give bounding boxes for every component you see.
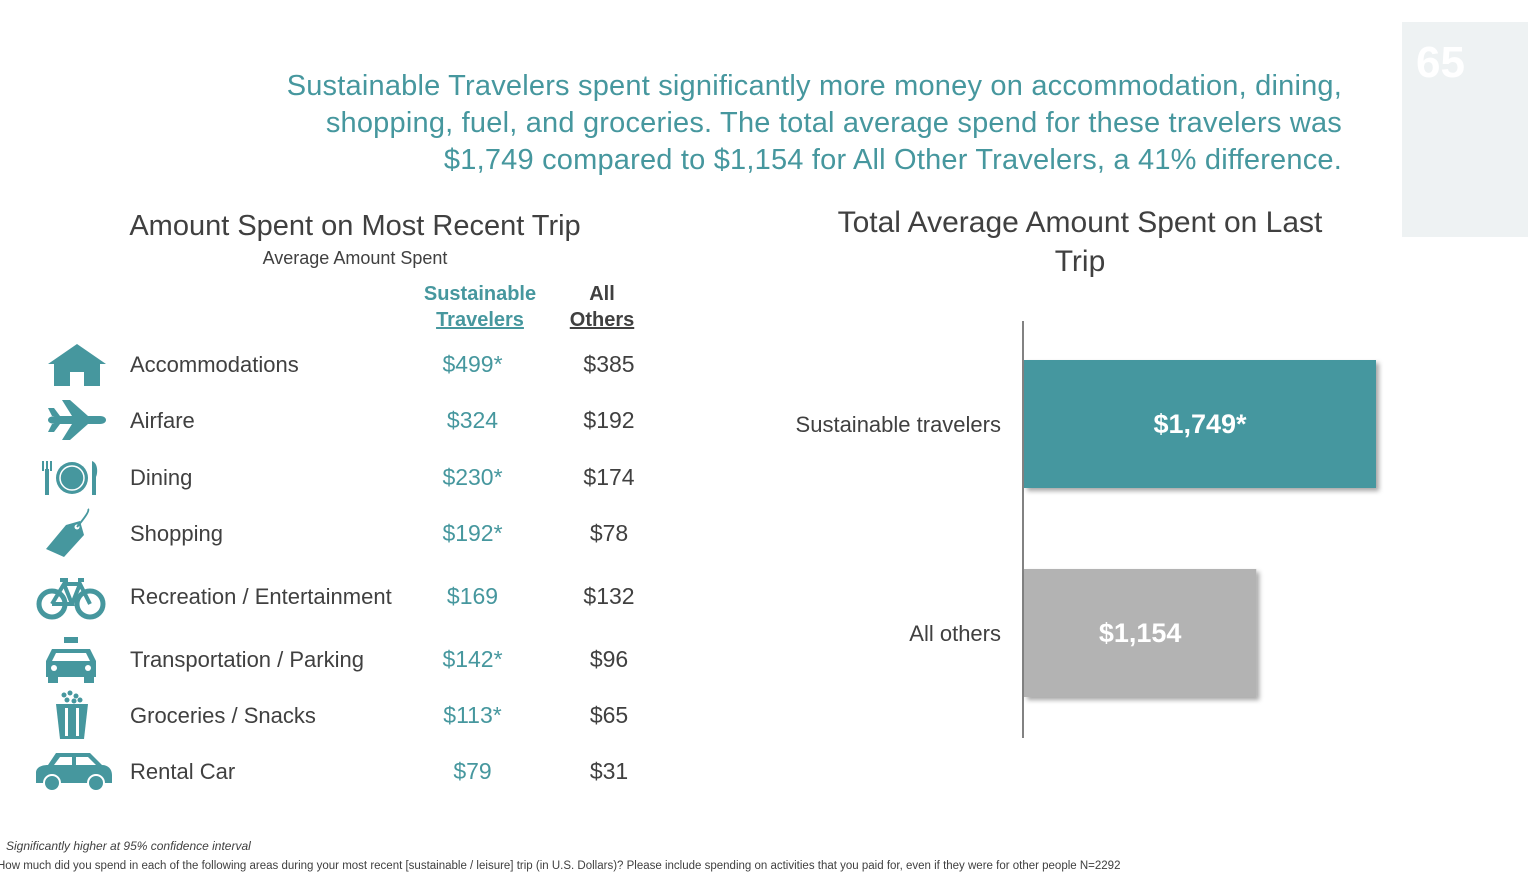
column-header-sustainable-line2: Travelers — [436, 309, 524, 331]
row-category: Transportation / Parking — [130, 646, 364, 672]
price-tag-icon — [34, 507, 120, 559]
row-category: Airfare — [130, 407, 195, 433]
footnote-significance: Significantly higher at 95% confidence i… — [6, 839, 251, 853]
house-icon — [34, 338, 120, 390]
table-row: Airfare $324 $192 — [0, 392, 680, 448]
row-category: Groceries / Snacks — [130, 702, 316, 728]
page-number: 65 — [1402, 22, 1528, 237]
table-row: Groceries / Snacks $113* $65 — [0, 687, 680, 743]
row-category: Shopping — [130, 520, 223, 546]
row-value-sustainable: $79 — [453, 757, 492, 784]
row-value-sustainable: $142* — [442, 645, 503, 672]
row-category: Recreation / Entertainment — [130, 583, 392, 609]
row-value-sustainable: $192* — [442, 519, 503, 546]
column-header-others-line1: All — [589, 283, 615, 305]
column-header-sustainable-line1: Sustainable — [423, 283, 537, 305]
category-label: All others — [909, 621, 1001, 646]
row-value-sustainable: $169 — [446, 582, 499, 609]
bar-chart: $1,749* Sustainable travelers $1,154 All ot… — [796, 321, 1376, 738]
airplane-icon — [34, 394, 120, 446]
bar-all-others — [1024, 569, 1257, 697]
row-value-others: $132 — [583, 582, 635, 609]
car-icon — [34, 745, 120, 797]
dining-plate-icon — [34, 451, 120, 503]
chart-title: Total Average Amount Spent on Last Trip — [837, 206, 1323, 278]
headline-line-2: shopping, fuel, and groceries. The total… — [325, 107, 1342, 139]
taxi-icon — [34, 633, 120, 685]
table-row: Transportation / Parking $142* $96 — [0, 631, 680, 687]
row-value-sustainable: $230* — [442, 463, 503, 490]
category-label: Sustainable travelers — [796, 412, 1001, 437]
row-value-sustainable: $113* — [443, 701, 502, 728]
bar-value-label: $1,154 — [1099, 618, 1182, 648]
row-category: Rental Car — [130, 758, 236, 784]
footnote-question: How much did you spend in each of the fo… — [0, 860, 1121, 872]
headline-line-3: $1,749 compared to $1,154 for All Other … — [443, 144, 1342, 176]
column-header-others: All Others — [552, 281, 652, 333]
table-row: Dining $230* $174 — [0, 449, 680, 505]
row-value-others: $96 — [589, 645, 629, 672]
headline: Sustainable Travelers spent significantl… — [60, 68, 1342, 179]
row-value-sustainable: $324 — [446, 406, 499, 433]
row-value-others: $385 — [583, 350, 635, 377]
table-row: Rental Car $79 $31 — [0, 743, 680, 799]
bar-sustainable-travelers — [1024, 360, 1376, 488]
table-row: Shopping $192* $78 — [0, 505, 680, 561]
row-category: Dining — [130, 464, 193, 490]
table-title: Amount Spent on Most Recent Trip — [129, 210, 581, 242]
popcorn-icon — [34, 689, 120, 741]
row-category: Accommodations — [130, 351, 299, 377]
row-value-others: $31 — [589, 757, 629, 784]
table-row: Accommodations $499* $385 — [0, 336, 680, 392]
row-value-others: $192 — [583, 406, 635, 433]
table-subtitle: Average Amount Spent — [262, 248, 448, 268]
bar-value-label: $1,749* — [1153, 409, 1247, 439]
row-value-others: $78 — [589, 519, 629, 546]
column-header-sustainable: Sustainable Travelers — [405, 281, 555, 333]
row-value-others: $65 — [589, 701, 629, 728]
bicycle-icon — [34, 570, 120, 622]
column-header-others-line2: Others — [569, 309, 635, 331]
row-value-others: $174 — [583, 463, 635, 490]
headline-line-1: Sustainable Travelers spent significantl… — [286, 70, 1342, 102]
table-row: Recreation / Entertainment $169 $132 — [0, 568, 680, 624]
row-value-sustainable: $499* — [442, 350, 503, 377]
